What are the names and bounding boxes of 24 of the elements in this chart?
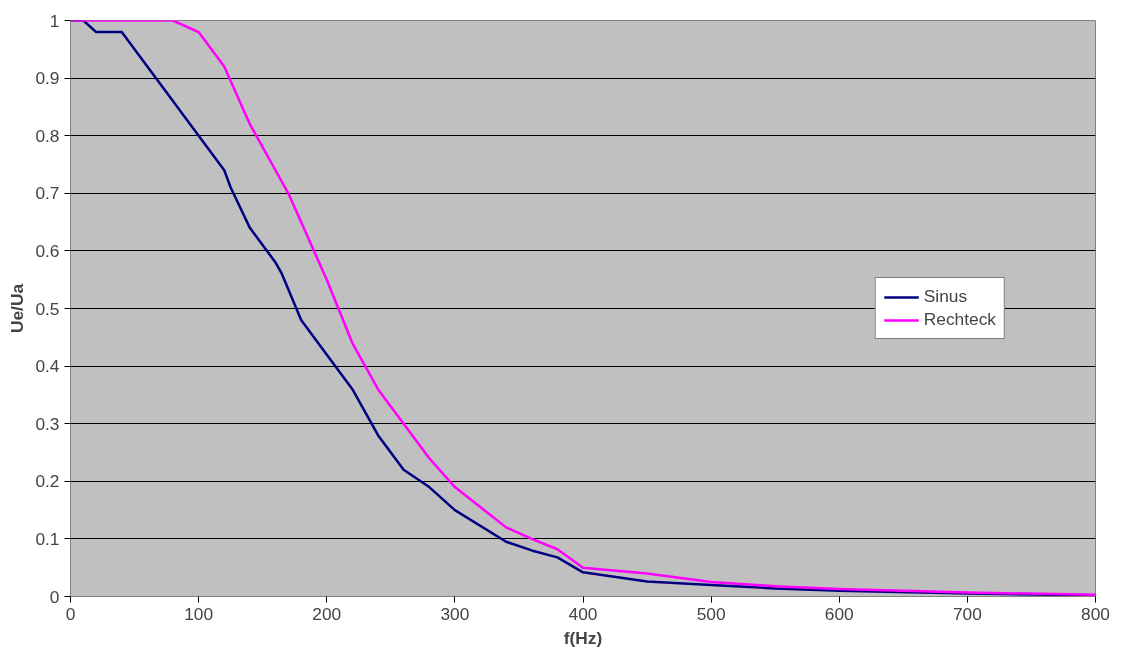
y-tick-label: 0.9 xyxy=(35,68,60,89)
legend-label: Rechteck xyxy=(923,309,996,330)
x-tick-label: 200 xyxy=(312,603,342,624)
y-tick-label: 1 xyxy=(49,10,60,31)
y-tick-label: 0 xyxy=(49,586,60,607)
x-tick-label: 0 xyxy=(65,603,76,624)
x-tick-label: 100 xyxy=(184,603,214,624)
legend-label: Sinus xyxy=(923,286,968,307)
y-tick-label: 0.5 xyxy=(35,298,60,319)
x-tick-label: 600 xyxy=(824,603,854,624)
x-tick-label: 300 xyxy=(440,603,470,624)
x-tick-label: 700 xyxy=(952,603,982,624)
x-tick-label: 400 xyxy=(568,603,598,624)
y-tick-label: 0.2 xyxy=(35,471,60,492)
x-tick-label: 800 xyxy=(1081,603,1110,624)
y-tick-label: 0.8 xyxy=(35,125,60,146)
y-axis-title: Ue/Ua xyxy=(7,283,28,334)
y-tick-label: 0.6 xyxy=(35,240,60,261)
y-tick-label: 0.4 xyxy=(35,356,60,377)
y-tick-label: 0.3 xyxy=(35,413,60,434)
y-tick-label: 0.1 xyxy=(35,528,60,549)
x-tick-label: 500 xyxy=(696,603,726,624)
x-axis-title: f(Hz) xyxy=(563,627,603,648)
y-tick-label: 0.7 xyxy=(35,183,60,204)
